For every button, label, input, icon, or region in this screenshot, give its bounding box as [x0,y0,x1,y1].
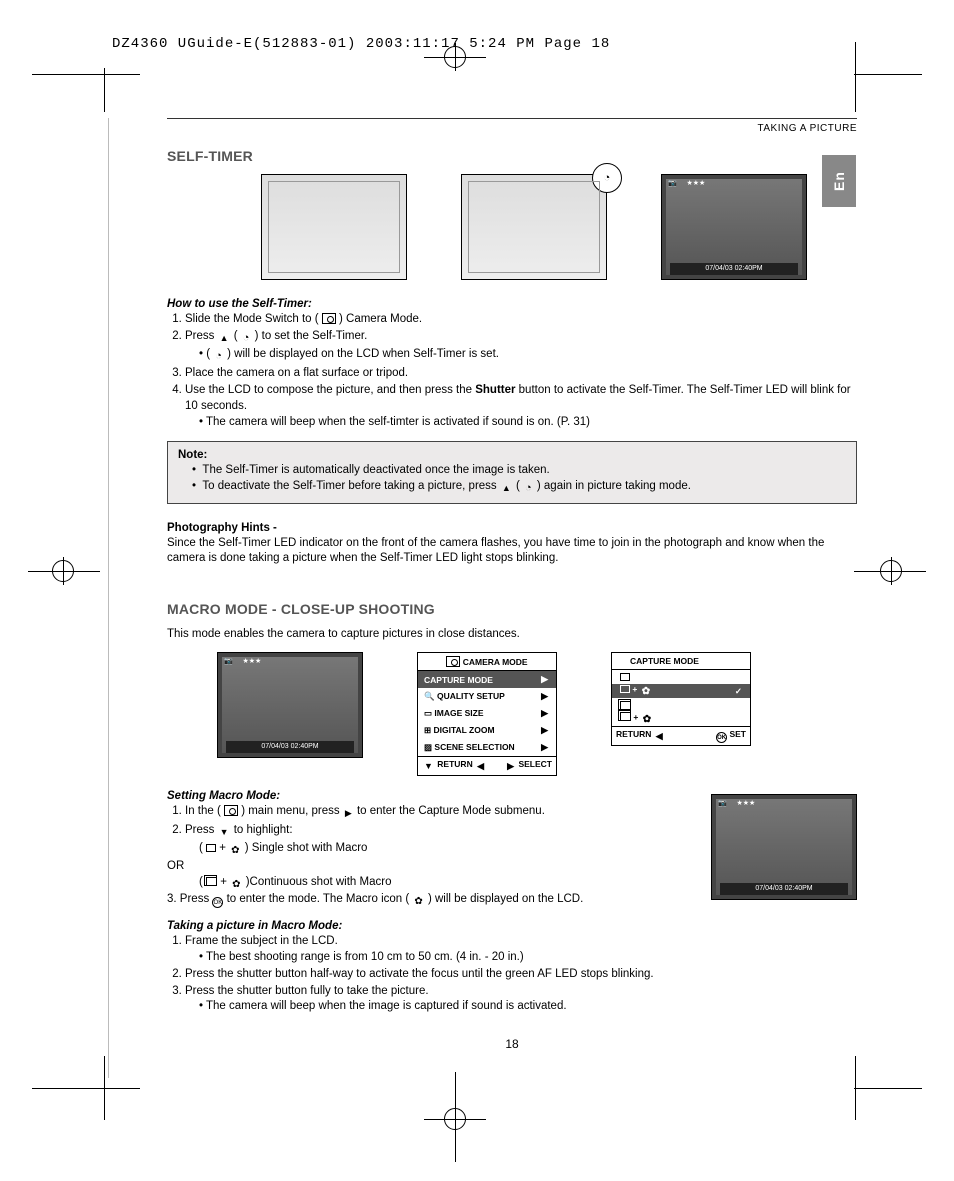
hints-heading: Photography Hints - [167,522,857,534]
ok-icon [212,897,223,908]
illustration-camera-1 [261,174,407,280]
menu-item-digital-zoom: ⊞ DIGITAL ZOOM [418,722,556,739]
capture-opt-single-macro: + [612,684,750,698]
crop-mark [855,42,856,112]
timer-icon [241,330,252,347]
header-label: TAKING A PICTURE [167,119,857,144]
illustration-lcd-2: 📷 ★★★ 07/04/03 02:40PM [217,652,363,758]
illustration-lcd-1: 📷 ★★★ 07/04/03 02:40PM [661,174,807,280]
note-box: Note: • The Self-Timer is automatically … [167,441,857,504]
macro-icon [230,877,242,893]
single-shot-icon [206,844,216,852]
crop-mark [854,74,922,75]
taking-macro-heading: Taking a picture in Macro Mode: [167,920,857,932]
macro-intro: This mode enables the camera to capture … [167,627,857,643]
section-title-macro: MACRO MODE - CLOSE-UP SHOOTING [167,601,857,617]
callout-timer-icon [592,163,622,193]
note-label: Note: [178,449,207,461]
up-arrow-icon [218,331,231,347]
take-step-2: Press the shutter button half-way to act… [185,967,857,983]
crop-mark [32,1088,140,1089]
take-step-1: Frame the subject in the LCD. • The best… [185,934,857,966]
step-2: Press ( ) to set the Self-Timer. • ( ) w… [185,329,857,365]
step-3: Place the camera on a flat surface or tr… [185,366,857,382]
howto-heading: How to use the Self-Timer: [167,298,857,310]
menu-item-capture-mode: CAPTURE MODE [418,671,556,688]
camera-icon [224,805,238,816]
macro-icon [412,894,424,910]
crop-mark [104,1056,105,1120]
frame-edge [108,118,109,1078]
capture-opt-single [612,670,750,684]
crop-mark [455,1072,456,1162]
taking-macro-steps: Frame the subject in the LCD. • The best… [167,934,857,1015]
self-timer-steps: Slide the Mode Switch to ( ) Camera Mode… [167,312,857,431]
down-arrow-icon [218,825,231,841]
crop-mark [424,57,486,58]
timer-icon [523,480,534,497]
menu-item-image-size: ▭ IMAGE SIZE [418,705,556,722]
menu-capture-mode: CAPTURE MODE + + RETURN SET [611,652,751,746]
crop-mark [32,74,140,75]
continuous-shot-icon [206,877,217,886]
print-header: DZ4360 UGuide-E(512883-01) 2003:11:17 5:… [112,36,610,52]
capture-opt-continuous-macro: + [612,712,750,726]
section-title-self-timer: SELF-TIMER [167,148,857,164]
camera-icon [322,313,336,324]
crop-mark [104,68,105,112]
crop-mark [854,1088,922,1089]
illustration-lcd-3: 📷 ★★★ 07/04/03 02:40PM [711,794,857,900]
capture-opt-continuous [612,698,750,712]
take-step-3: Press the shutter button fully to take t… [185,984,857,1016]
menu-item-scene: ▨ SCENE SELECTION [418,739,556,756]
illustration-camera-2 [461,174,607,280]
crop-mark [855,1056,856,1120]
page-content: TAKING A PICTURE SELF-TIMER 📷 ★★★ 07/04/… [167,118,857,1051]
crop-mark [854,571,926,572]
macro-icon [229,843,241,859]
up-arrow-icon [500,481,513,497]
hints-body: Since the Self-Timer LED indicator on th… [167,536,857,567]
timer-icon [213,348,224,365]
menu-camera-mode: CAMERA MODE CAPTURE MODE 🔍 QUALITY SETUP… [417,652,557,776]
page-number: 18 [167,1037,857,1051]
crop-mark [28,571,100,572]
step-1: Slide the Mode Switch to ( ) Camera Mode… [185,312,857,328]
right-arrow-icon [343,806,354,822]
menu-item-quality: 🔍 QUALITY SETUP [418,688,556,705]
step-4: Use the LCD to compose the picture, and … [185,383,857,431]
figure-row-2: 📷 ★★★ 07/04/03 02:40PM CAMERA MODE CAPTU… [217,652,857,776]
figure-row-1: 📷 ★★★ 07/04/03 02:40PM [211,174,857,280]
